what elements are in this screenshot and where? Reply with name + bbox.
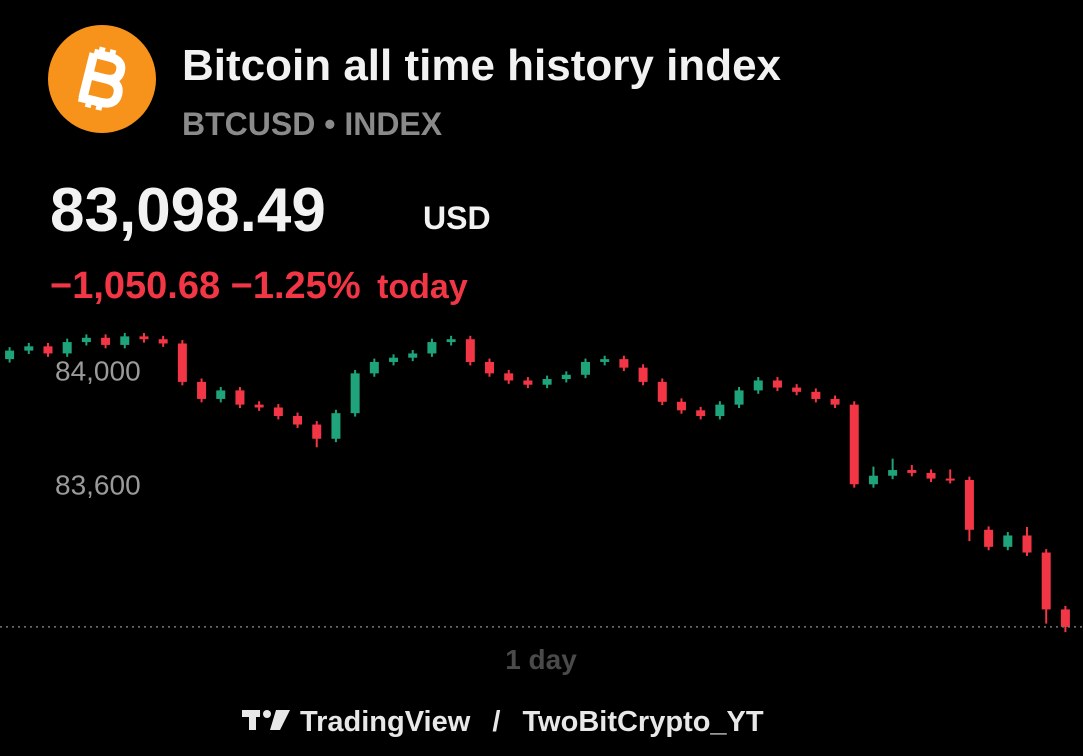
candle-body — [485, 361, 495, 374]
candle-body — [888, 470, 898, 476]
candle-body — [158, 339, 168, 344]
candle-body — [177, 343, 187, 382]
footer-separator: / — [492, 706, 500, 738]
candle-body — [792, 387, 802, 392]
candle-body — [254, 404, 264, 408]
candle-body — [619, 359, 629, 368]
candle-body — [984, 529, 994, 547]
candle-body — [580, 361, 590, 375]
candle-body — [868, 475, 878, 485]
candle-body — [696, 410, 706, 417]
candle-body — [523, 380, 533, 385]
bitcoin-logo — [48, 25, 156, 133]
candle-body — [389, 357, 399, 362]
candle-body — [312, 424, 322, 439]
candle-body — [235, 390, 245, 405]
subtitle: BTCUSD • INDEX — [182, 106, 443, 142]
tradingview-logo — [242, 710, 290, 730]
candle-body — [830, 398, 840, 405]
candle-body — [1060, 609, 1070, 627]
candle-body — [676, 401, 686, 411]
title: Bitcoin all time history index — [182, 41, 782, 90]
candle-body — [504, 373, 514, 381]
candle-body — [408, 353, 418, 358]
candle-body — [369, 361, 379, 374]
plot-area: 84,000 83,600 — [0, 332, 1083, 633]
footer-brand: TradingView — [300, 706, 471, 738]
candle-body — [1022, 535, 1032, 553]
candle-body — [964, 480, 974, 530]
candle-body — [197, 381, 207, 399]
candle-body — [293, 416, 303, 425]
candle-body — [657, 381, 667, 402]
candle-body — [772, 380, 782, 388]
candle-body — [81, 337, 91, 343]
currency: USD — [423, 200, 491, 236]
candle-body — [5, 350, 15, 360]
candle-body — [926, 472, 936, 479]
candle-body — [753, 380, 763, 391]
candle-body — [907, 470, 917, 473]
y-tick-label: 84,000 — [55, 356, 141, 387]
range-label: 1 day — [505, 644, 577, 675]
footer-author: TwoBitCrypto_YT — [522, 706, 763, 738]
candle-body — [139, 336, 149, 340]
candle-body — [811, 391, 821, 399]
candle-body — [561, 374, 571, 380]
candle-body — [715, 404, 725, 417]
candle-body — [350, 373, 360, 414]
candle-body — [734, 390, 744, 405]
candle-body — [62, 342, 72, 354]
candle-body — [1003, 535, 1013, 547]
change-line: −1,050.68 −1.25% today — [50, 265, 468, 307]
candle-body — [849, 404, 859, 485]
price: 83,098.49 — [50, 176, 326, 245]
candle-body — [120, 336, 130, 345]
change-period: today — [377, 268, 468, 306]
candle-body — [600, 359, 610, 362]
y-tick-label: 83,600 — [55, 469, 141, 500]
candle-body — [43, 346, 53, 354]
candle-body — [465, 339, 475, 362]
candle-body — [24, 346, 34, 351]
candle-body — [638, 367, 648, 382]
candle-body — [1041, 552, 1051, 610]
candle-body — [427, 342, 437, 354]
candle-body — [446, 339, 456, 343]
candle-body — [331, 413, 341, 439]
candle-body — [542, 379, 552, 385]
candle-body — [101, 337, 111, 345]
candle-body — [216, 390, 226, 399]
candle-body — [273, 407, 283, 417]
candle-body — [945, 478, 955, 481]
change: −1,050.68 −1.25% — [50, 265, 361, 307]
footer: TradingView / TwoBitCrypto_YT — [300, 706, 764, 738]
